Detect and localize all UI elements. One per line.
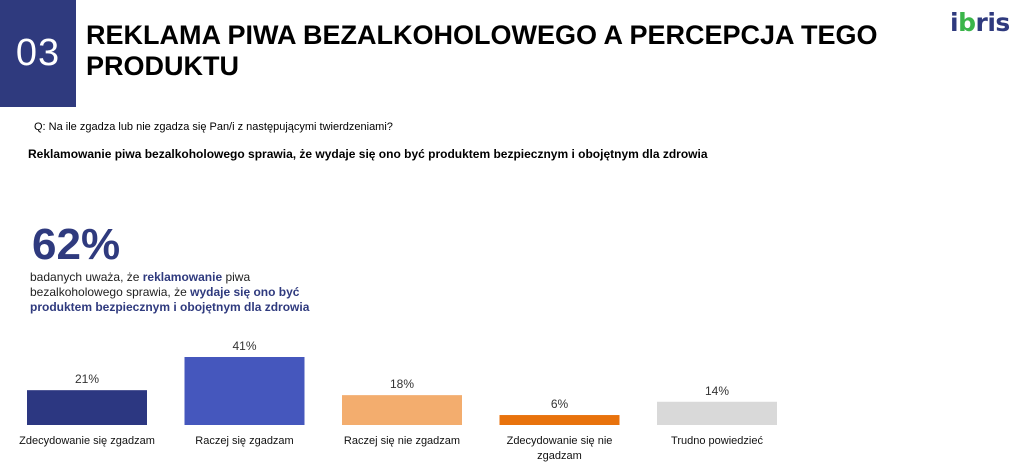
bar-5 <box>657 401 777 425</box>
bar-1 <box>27 390 147 425</box>
category-label-1: Zdecydowanie się zgadzam <box>19 435 155 447</box>
summary-text-1: badanych uważa, że <box>30 270 143 284</box>
summary-text-2: piwa bezalkoholowego sprawia, że <box>30 270 251 299</box>
highlight-summary: badanych uważa, że reklamowanie piwa bez… <box>30 270 330 315</box>
bar-value-label-1: 21% <box>75 372 99 386</box>
ibris-logo: ibris <box>950 8 1010 37</box>
category-label-3: Raczej się nie zgadzam <box>344 435 460 447</box>
bar-3 <box>342 395 462 425</box>
category-label-2: Raczej się zgadzam <box>195 435 293 447</box>
bar-2 <box>184 357 305 425</box>
bar-value-label-5: 14% <box>705 384 729 398</box>
bar-4 <box>499 415 620 425</box>
category-label-5: Trudno powiedzieć <box>671 435 763 447</box>
bar-value-label-4: 6% <box>551 397 569 411</box>
highlight-percentage: 62% <box>32 220 121 269</box>
bar-value-label-2: 41% <box>232 339 256 353</box>
bar-value-label-3: 18% <box>390 377 414 391</box>
category-label-4: Zdecydowanie się nie zgadzam <box>507 435 613 462</box>
summary-highlight-1: reklamowanie <box>142 270 223 284</box>
survey-statement: Reklamowanie piwa bezalkoholowego sprawi… <box>28 147 708 161</box>
summary-highlight-2: wydaje się ono być produktem bezpiecznym… <box>30 285 310 314</box>
survey-question: Q: Na ile zgadza lub nie zgadza się Pan/… <box>34 121 393 133</box>
section-number: 03 <box>0 0 76 107</box>
page-title: REKLAMA PIWA BEZALKOHOLOWEGO A PERCEPCJA… <box>86 20 878 81</box>
